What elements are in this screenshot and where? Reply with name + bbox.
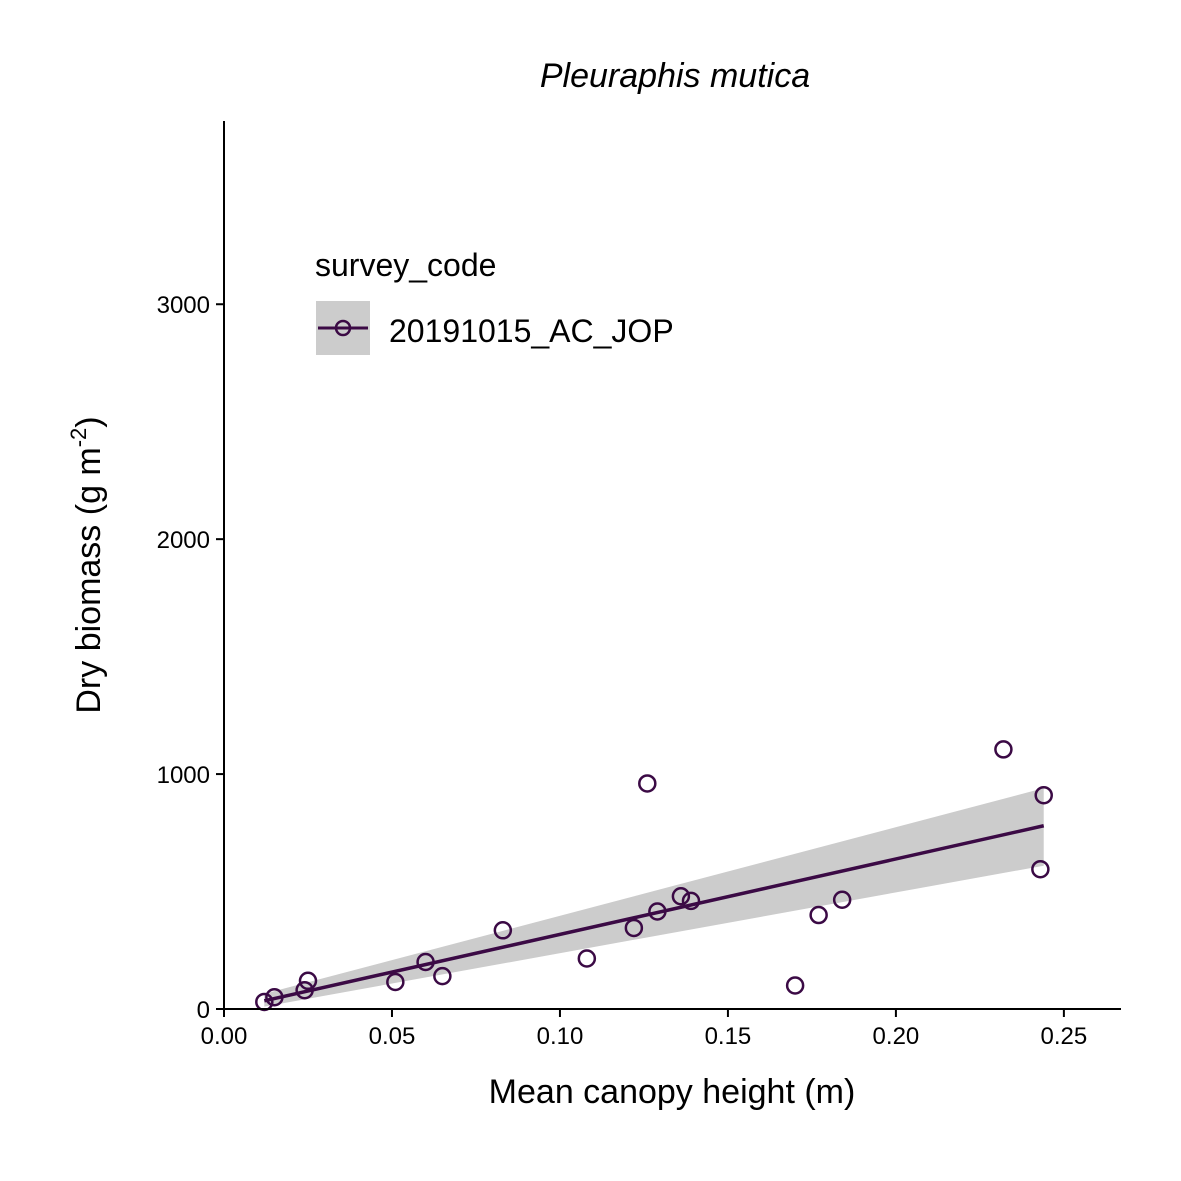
data-point bbox=[638, 774, 657, 793]
data-point bbox=[1031, 859, 1050, 879]
legend-entry-label: 20191015_AC_JOP bbox=[389, 313, 674, 349]
confidence-ribbon-layer bbox=[264, 788, 1044, 1007]
y-axis-title-main: Dry biomass (g m bbox=[70, 447, 108, 713]
data-point bbox=[1034, 785, 1053, 805]
data-point bbox=[994, 740, 1013, 759]
x-tick-label: 0.10 bbox=[537, 1023, 584, 1050]
fit-line-layer bbox=[263, 824, 1045, 1003]
x-tick-label: 0.25 bbox=[1041, 1023, 1088, 1050]
data-point bbox=[681, 891, 701, 911]
data-points-layer bbox=[255, 740, 1053, 1012]
x-tick-label: 0.20 bbox=[873, 1023, 920, 1050]
y-axis-title: Dry biomass (g m-2) bbox=[66, 416, 108, 713]
y-tick-label: 2000 bbox=[157, 527, 210, 554]
data-point bbox=[671, 886, 691, 906]
data-point bbox=[298, 971, 318, 991]
data-point bbox=[493, 921, 513, 940]
data-point bbox=[386, 972, 405, 992]
x-tick-label: 0.05 bbox=[369, 1023, 416, 1050]
y-tick-label: 0 bbox=[197, 997, 210, 1024]
x-axis-title: Mean canopy height (m) bbox=[489, 1073, 856, 1111]
data-point bbox=[577, 949, 597, 968]
data-point bbox=[295, 980, 314, 1000]
x-axis-ticks: 0.00 0.05 0.10 0.15 0.20 0.25 bbox=[201, 1009, 1088, 1050]
y-tick-label: 1000 bbox=[157, 762, 210, 789]
x-tick-label: 0.15 bbox=[705, 1023, 752, 1050]
data-point bbox=[785, 976, 805, 995]
data-point bbox=[416, 952, 435, 972]
data-point bbox=[265, 988, 284, 1007]
data-point bbox=[832, 890, 852, 910]
legend-key-marker bbox=[334, 319, 352, 337]
data-point bbox=[648, 902, 667, 921]
data-point bbox=[809, 905, 828, 925]
fit-line bbox=[263, 824, 1045, 1003]
confidence-ribbon bbox=[264, 788, 1044, 1007]
y-axis-title-superscript: -2 bbox=[66, 428, 91, 448]
x-tick-label: 0.00 bbox=[201, 1023, 248, 1050]
y-axis-title-close: ) bbox=[70, 416, 108, 427]
chart-title: Pleuraphis mutica bbox=[540, 57, 810, 95]
legend: survey_code 20191015_AC_JOP bbox=[315, 247, 674, 355]
y-tick-label: 3000 bbox=[157, 292, 210, 319]
data-point bbox=[433, 966, 452, 986]
data-point bbox=[624, 918, 644, 938]
y-axis-ticks: 0 1000 2000 3000 bbox=[157, 292, 224, 1024]
legend-title: survey_code bbox=[315, 247, 496, 283]
